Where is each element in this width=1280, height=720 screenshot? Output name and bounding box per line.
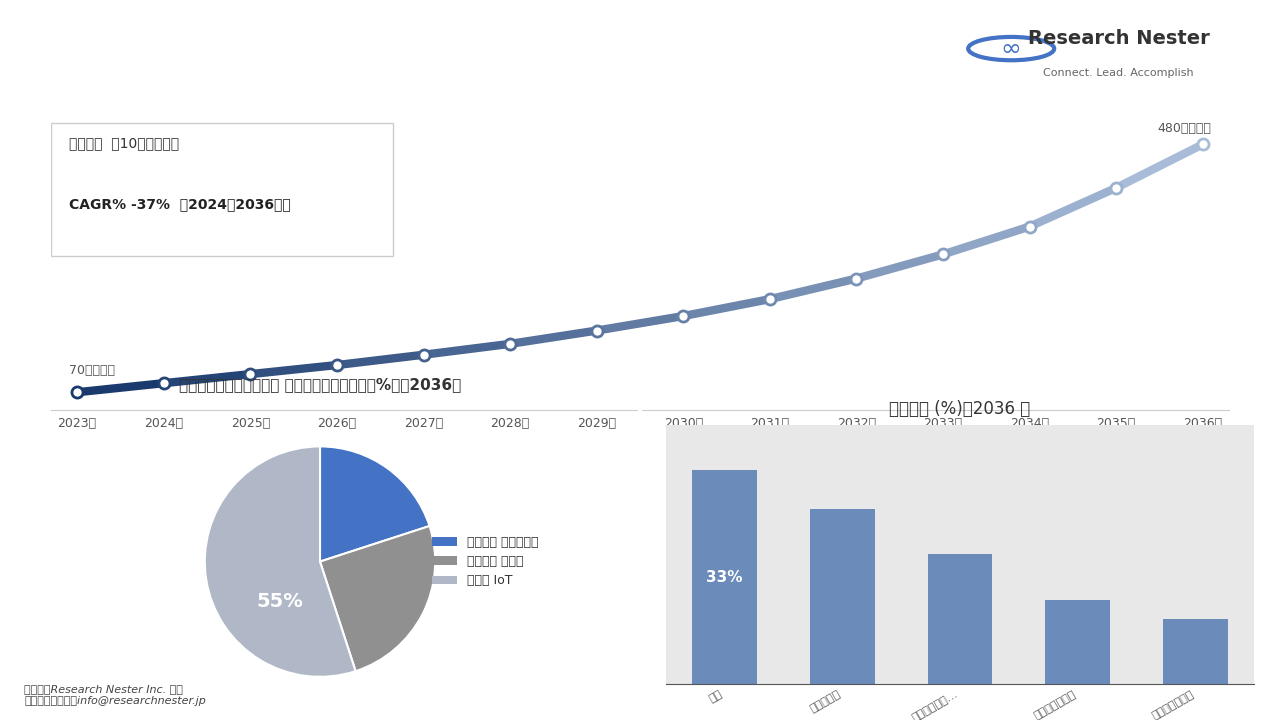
Text: 市場価値  （10億米ドル）: 市場価値 （10億米ドル） [69, 136, 179, 150]
Wedge shape [320, 526, 435, 671]
Text: Research Nester: Research Nester [1028, 30, 1210, 48]
Text: 55%: 55% [256, 593, 303, 611]
Text: 70億米ドル: 70億米ドル [69, 364, 114, 377]
Text: LoRaおよびLoRaWAN IOT市場 – レポートの洞察: LoRaおよびLoRaWAN IOT市場 – レポートの洞察 [174, 34, 748, 63]
Bar [1164, 619, 1228, 684]
Legend: スマート ヘルスケア, スマート シティ, 産業用 IoT: スマート ヘルスケア, スマート シティ, 産業用 IoT [428, 531, 544, 593]
Text: Connect. Lead. Accomplish: Connect. Lead. Accomplish [1043, 68, 1194, 78]
Bar [810, 509, 874, 684]
Text: 480億米ドル: 480億米ドル [1157, 122, 1211, 135]
Bar [692, 470, 756, 684]
Title: 地域分析 (%)、2036 年: 地域分析 (%)、2036 年 [890, 400, 1030, 418]
Text: ソース：Research Nester Inc. 分析
詳細については：info@researchnester.jp: ソース：Research Nester Inc. 分析 詳細については：info… [24, 684, 206, 706]
Title: 市場セグメンテーション －アプリケーション（%）、2036年: 市場セグメンテーション －アプリケーション（%）、2036年 [179, 377, 461, 392]
Bar [1046, 600, 1110, 684]
FancyBboxPatch shape [51, 123, 393, 256]
Bar [928, 554, 992, 684]
Wedge shape [205, 446, 356, 677]
Wedge shape [320, 446, 430, 562]
Text: 33%: 33% [707, 570, 742, 585]
Text: ∞: ∞ [1001, 37, 1021, 60]
Text: CAGR% -37%  （2024－2036年）: CAGR% -37% （2024－2036年） [69, 197, 291, 211]
